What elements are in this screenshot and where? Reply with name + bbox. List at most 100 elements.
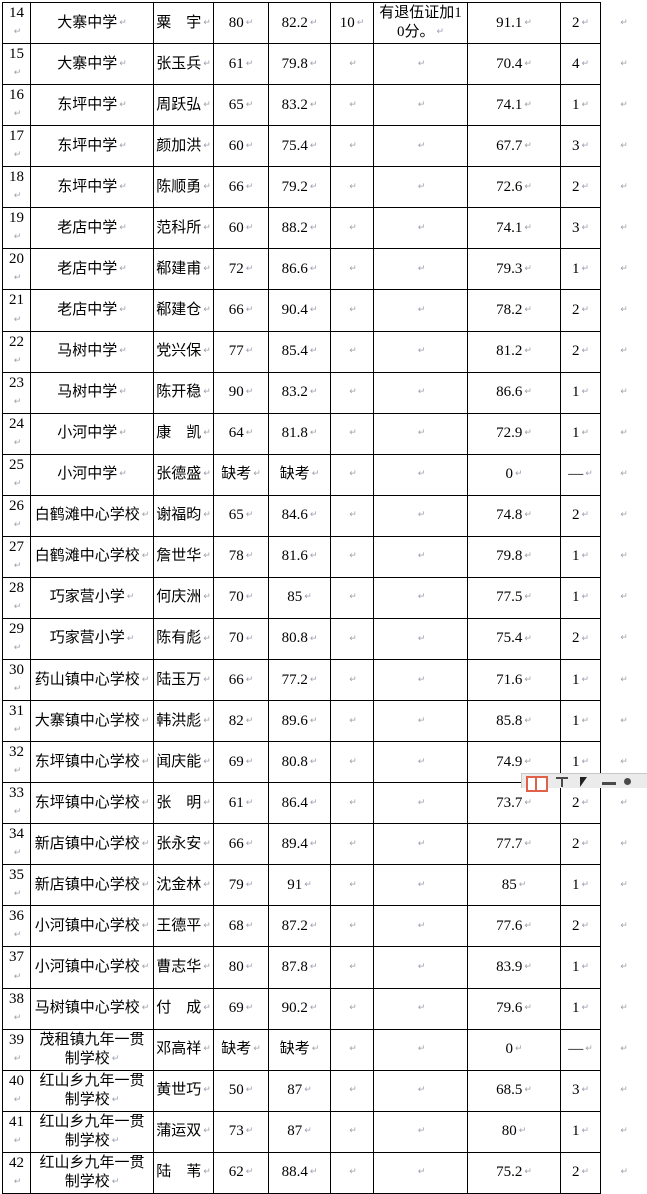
cell-note[interactable]: ↵ <box>374 249 468 290</box>
cell-school[interactable]: 小河镇中心学校↵ <box>31 906 154 947</box>
cell-school[interactable]: 小河镇中心学校↵ <box>31 947 154 988</box>
cell-interview[interactable]: 88.4↵ <box>269 1152 331 1193</box>
cell-rank[interactable]: 1↵ <box>561 660 601 701</box>
cell-note[interactable]: ↵ <box>374 1111 468 1152</box>
cell-interview[interactable]: 89.6↵ <box>269 701 331 742</box>
cell-written[interactable]: 69↵ <box>214 742 269 783</box>
cell-school[interactable]: 老店中学↵ <box>31 290 154 331</box>
cell-interview[interactable]: 85.4↵ <box>269 331 331 372</box>
cell-interview[interactable]: 83.2↵ <box>269 85 331 126</box>
cell-written[interactable]: 69↵ <box>214 988 269 1029</box>
cell-name[interactable]: 王德平↵ <box>154 906 214 947</box>
cell-rank[interactable]: 2↵ <box>561 3 601 44</box>
cell-written[interactable]: 60↵ <box>214 126 269 167</box>
cell-bonus[interactable]: ↵ <box>331 742 374 783</box>
cell-rank[interactable]: 1↵ <box>561 372 601 413</box>
cell-bonus[interactable]: ↵ <box>331 1070 374 1111</box>
cell-total[interactable]: 86.6↵ <box>468 372 561 413</box>
cell-note[interactable]: ↵ <box>374 167 468 208</box>
cell-total[interactable]: 67.7↵ <box>468 126 561 167</box>
cell-school[interactable]: 药山镇中心学校↵ <box>31 660 154 701</box>
cell-rank[interactable]: 2↵ <box>561 906 601 947</box>
cell-bonus[interactable]: ↵ <box>331 167 374 208</box>
cell-total[interactable]: 74.1↵ <box>468 85 561 126</box>
cell-no[interactable]: 36↵ <box>3 906 31 947</box>
cell-rank[interactable]: 3↵ <box>561 126 601 167</box>
cell-interview[interactable]: 缺考↵ <box>269 454 331 495</box>
cell-school[interactable]: 东坪中学↵ <box>31 167 154 208</box>
cell-school[interactable]: 红山乡九年一贯制学校↵ <box>31 1111 154 1152</box>
cell-note[interactable]: ↵ <box>374 208 468 249</box>
cell-rank[interactable]: 1↵ <box>561 577 601 618</box>
cell-total[interactable]: 83.9↵ <box>468 947 561 988</box>
cell-rank[interactable]: 2↵ <box>561 331 601 372</box>
cell-interview[interactable]: 90.2↵ <box>269 988 331 1029</box>
cell-total[interactable]: 77.5↵ <box>468 577 561 618</box>
keyboard-icon[interactable] <box>556 777 568 787</box>
cell-written[interactable]: 缺考↵ <box>214 454 269 495</box>
cell-name[interactable]: 蒲运双↵ <box>154 1111 214 1152</box>
cell-school[interactable]: 大寨镇中心学校↵ <box>31 701 154 742</box>
status-dot-icon[interactable] <box>624 778 631 785</box>
cell-rank[interactable]: 3↵ <box>561 208 601 249</box>
cell-written[interactable]: 50↵ <box>214 1070 269 1111</box>
cell-no[interactable]: 27↵ <box>3 536 31 577</box>
cell-bonus[interactable]: ↵ <box>331 906 374 947</box>
cell-written[interactable]: 66↵ <box>214 660 269 701</box>
cell-name[interactable]: 张 明↵ <box>154 783 214 824</box>
cell-no[interactable]: 41↵ <box>3 1111 31 1152</box>
cell-school[interactable]: 小河中学↵ <box>31 413 154 454</box>
cell-note[interactable]: ↵ <box>374 290 468 331</box>
cell-school[interactable]: 马树中学↵ <box>31 331 154 372</box>
cell-interview[interactable]: 80.8↵ <box>269 742 331 783</box>
cell-no[interactable]: 35↵ <box>3 865 31 906</box>
cell-interview[interactable]: 84.6↵ <box>269 495 331 536</box>
cell-note[interactable]: ↵ <box>374 536 468 577</box>
cell-note[interactable]: ↵ <box>374 988 468 1029</box>
cell-bonus[interactable]: ↵ <box>331 85 374 126</box>
cell-total[interactable]: 0↵ <box>468 454 561 495</box>
cell-note[interactable]: ↵ <box>374 701 468 742</box>
cell-note[interactable]: ↵ <box>374 1070 468 1111</box>
cell-bonus[interactable]: ↵ <box>331 783 374 824</box>
cell-school[interactable]: 东坪镇中心学校↵ <box>31 783 154 824</box>
cell-no[interactable]: 17↵ <box>3 126 31 167</box>
cell-bonus[interactable]: ↵ <box>331 454 374 495</box>
cell-school[interactable]: 巧家营小学↵ <box>31 577 154 618</box>
cell-name[interactable]: 沈金林↵ <box>154 865 214 906</box>
cell-bonus[interactable]: ↵ <box>331 536 374 577</box>
cell-note[interactable]: 有退伍证加10分。↵ <box>374 3 468 44</box>
cell-rank[interactable]: 1↵ <box>561 947 601 988</box>
cell-no[interactable]: 23↵ <box>3 372 31 413</box>
cell-bonus[interactable]: ↵ <box>331 865 374 906</box>
cell-note[interactable]: ↵ <box>374 454 468 495</box>
cell-school[interactable]: 巧家营小学↵ <box>31 618 154 659</box>
cell-written[interactable]: 78↵ <box>214 536 269 577</box>
cell-note[interactable]: ↵ <box>374 1029 468 1070</box>
cell-name[interactable]: 邓高祥↵ <box>154 1029 214 1070</box>
cell-name[interactable]: 闻庆能↵ <box>154 742 214 783</box>
cell-total[interactable]: 74.1↵ <box>468 208 561 249</box>
cell-interview[interactable]: 75.4↵ <box>269 126 331 167</box>
cell-interview[interactable]: 87.8↵ <box>269 947 331 988</box>
cell-bonus[interactable]: ↵ <box>331 208 374 249</box>
cell-name[interactable]: 谢福昀↵ <box>154 495 214 536</box>
cell-name[interactable]: 陆玉万↵ <box>154 660 214 701</box>
cell-no[interactable]: 22↵ <box>3 331 31 372</box>
cell-no[interactable]: 31↵ <box>3 701 31 742</box>
cell-no[interactable]: 20↵ <box>3 249 31 290</box>
cell-no[interactable]: 15↵ <box>3 44 31 85</box>
cell-name[interactable]: 周跃弘↵ <box>154 85 214 126</box>
cell-no[interactable]: 16↵ <box>3 85 31 126</box>
cell-rank[interactable]: 1↵ <box>561 865 601 906</box>
cell-note[interactable]: ↵ <box>374 85 468 126</box>
cell-interview[interactable]: 79.8↵ <box>269 44 331 85</box>
cell-note[interactable]: ↵ <box>374 783 468 824</box>
table-icon[interactable] <box>526 776 548 792</box>
cell-school[interactable]: 老店中学↵ <box>31 208 154 249</box>
cell-interview[interactable]: 91↵ <box>269 865 331 906</box>
cell-rank[interactable]: 2↵ <box>561 290 601 331</box>
cell-interview[interactable]: 87↵ <box>269 1070 331 1111</box>
cell-total[interactable]: 91.1↵ <box>468 3 561 44</box>
cell-name[interactable]: 陈顺勇↵ <box>154 167 214 208</box>
